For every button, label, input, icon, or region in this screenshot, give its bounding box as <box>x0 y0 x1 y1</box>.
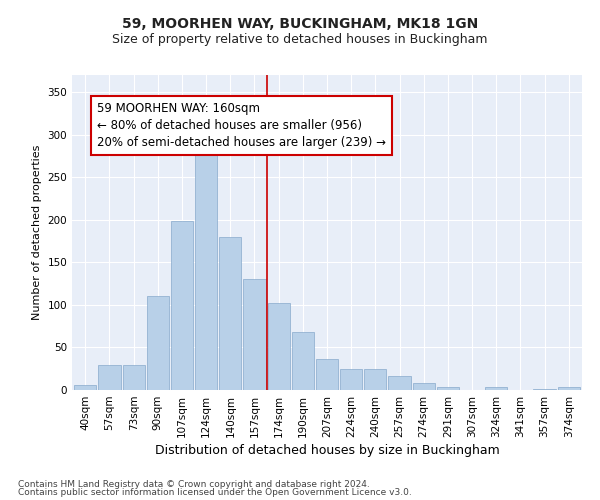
Text: Contains public sector information licensed under the Open Government Licence v3: Contains public sector information licen… <box>18 488 412 497</box>
Bar <box>533 389 556 390</box>
Text: 59, MOORHEN WAY, BUCKINGHAM, MK18 1GN: 59, MOORHEN WAY, BUCKINGHAM, MK18 1GN <box>122 18 478 32</box>
Bar <box>171 222 193 390</box>
X-axis label: Distribution of detached houses by size in Buckingham: Distribution of detached houses by size … <box>155 444 499 457</box>
Text: 59 MOORHEN WAY: 160sqm
← 80% of detached houses are smaller (956)
20% of semi-de: 59 MOORHEN WAY: 160sqm ← 80% of detached… <box>97 102 386 149</box>
Bar <box>413 383 435 390</box>
Text: Size of property relative to detached houses in Buckingham: Size of property relative to detached ho… <box>112 32 488 46</box>
Bar <box>74 385 97 390</box>
Bar <box>268 303 290 390</box>
Bar <box>244 280 266 390</box>
Bar <box>557 388 580 390</box>
Bar <box>340 368 362 390</box>
Bar <box>485 386 508 390</box>
Bar <box>219 237 241 390</box>
Bar <box>195 142 217 390</box>
Bar <box>122 366 145 390</box>
Bar <box>98 366 121 390</box>
Bar <box>146 296 169 390</box>
Text: Contains HM Land Registry data © Crown copyright and database right 2024.: Contains HM Land Registry data © Crown c… <box>18 480 370 489</box>
Bar <box>364 368 386 390</box>
Bar <box>437 386 459 390</box>
Bar <box>388 376 410 390</box>
Y-axis label: Number of detached properties: Number of detached properties <box>32 145 42 320</box>
Bar <box>316 358 338 390</box>
Bar <box>292 332 314 390</box>
